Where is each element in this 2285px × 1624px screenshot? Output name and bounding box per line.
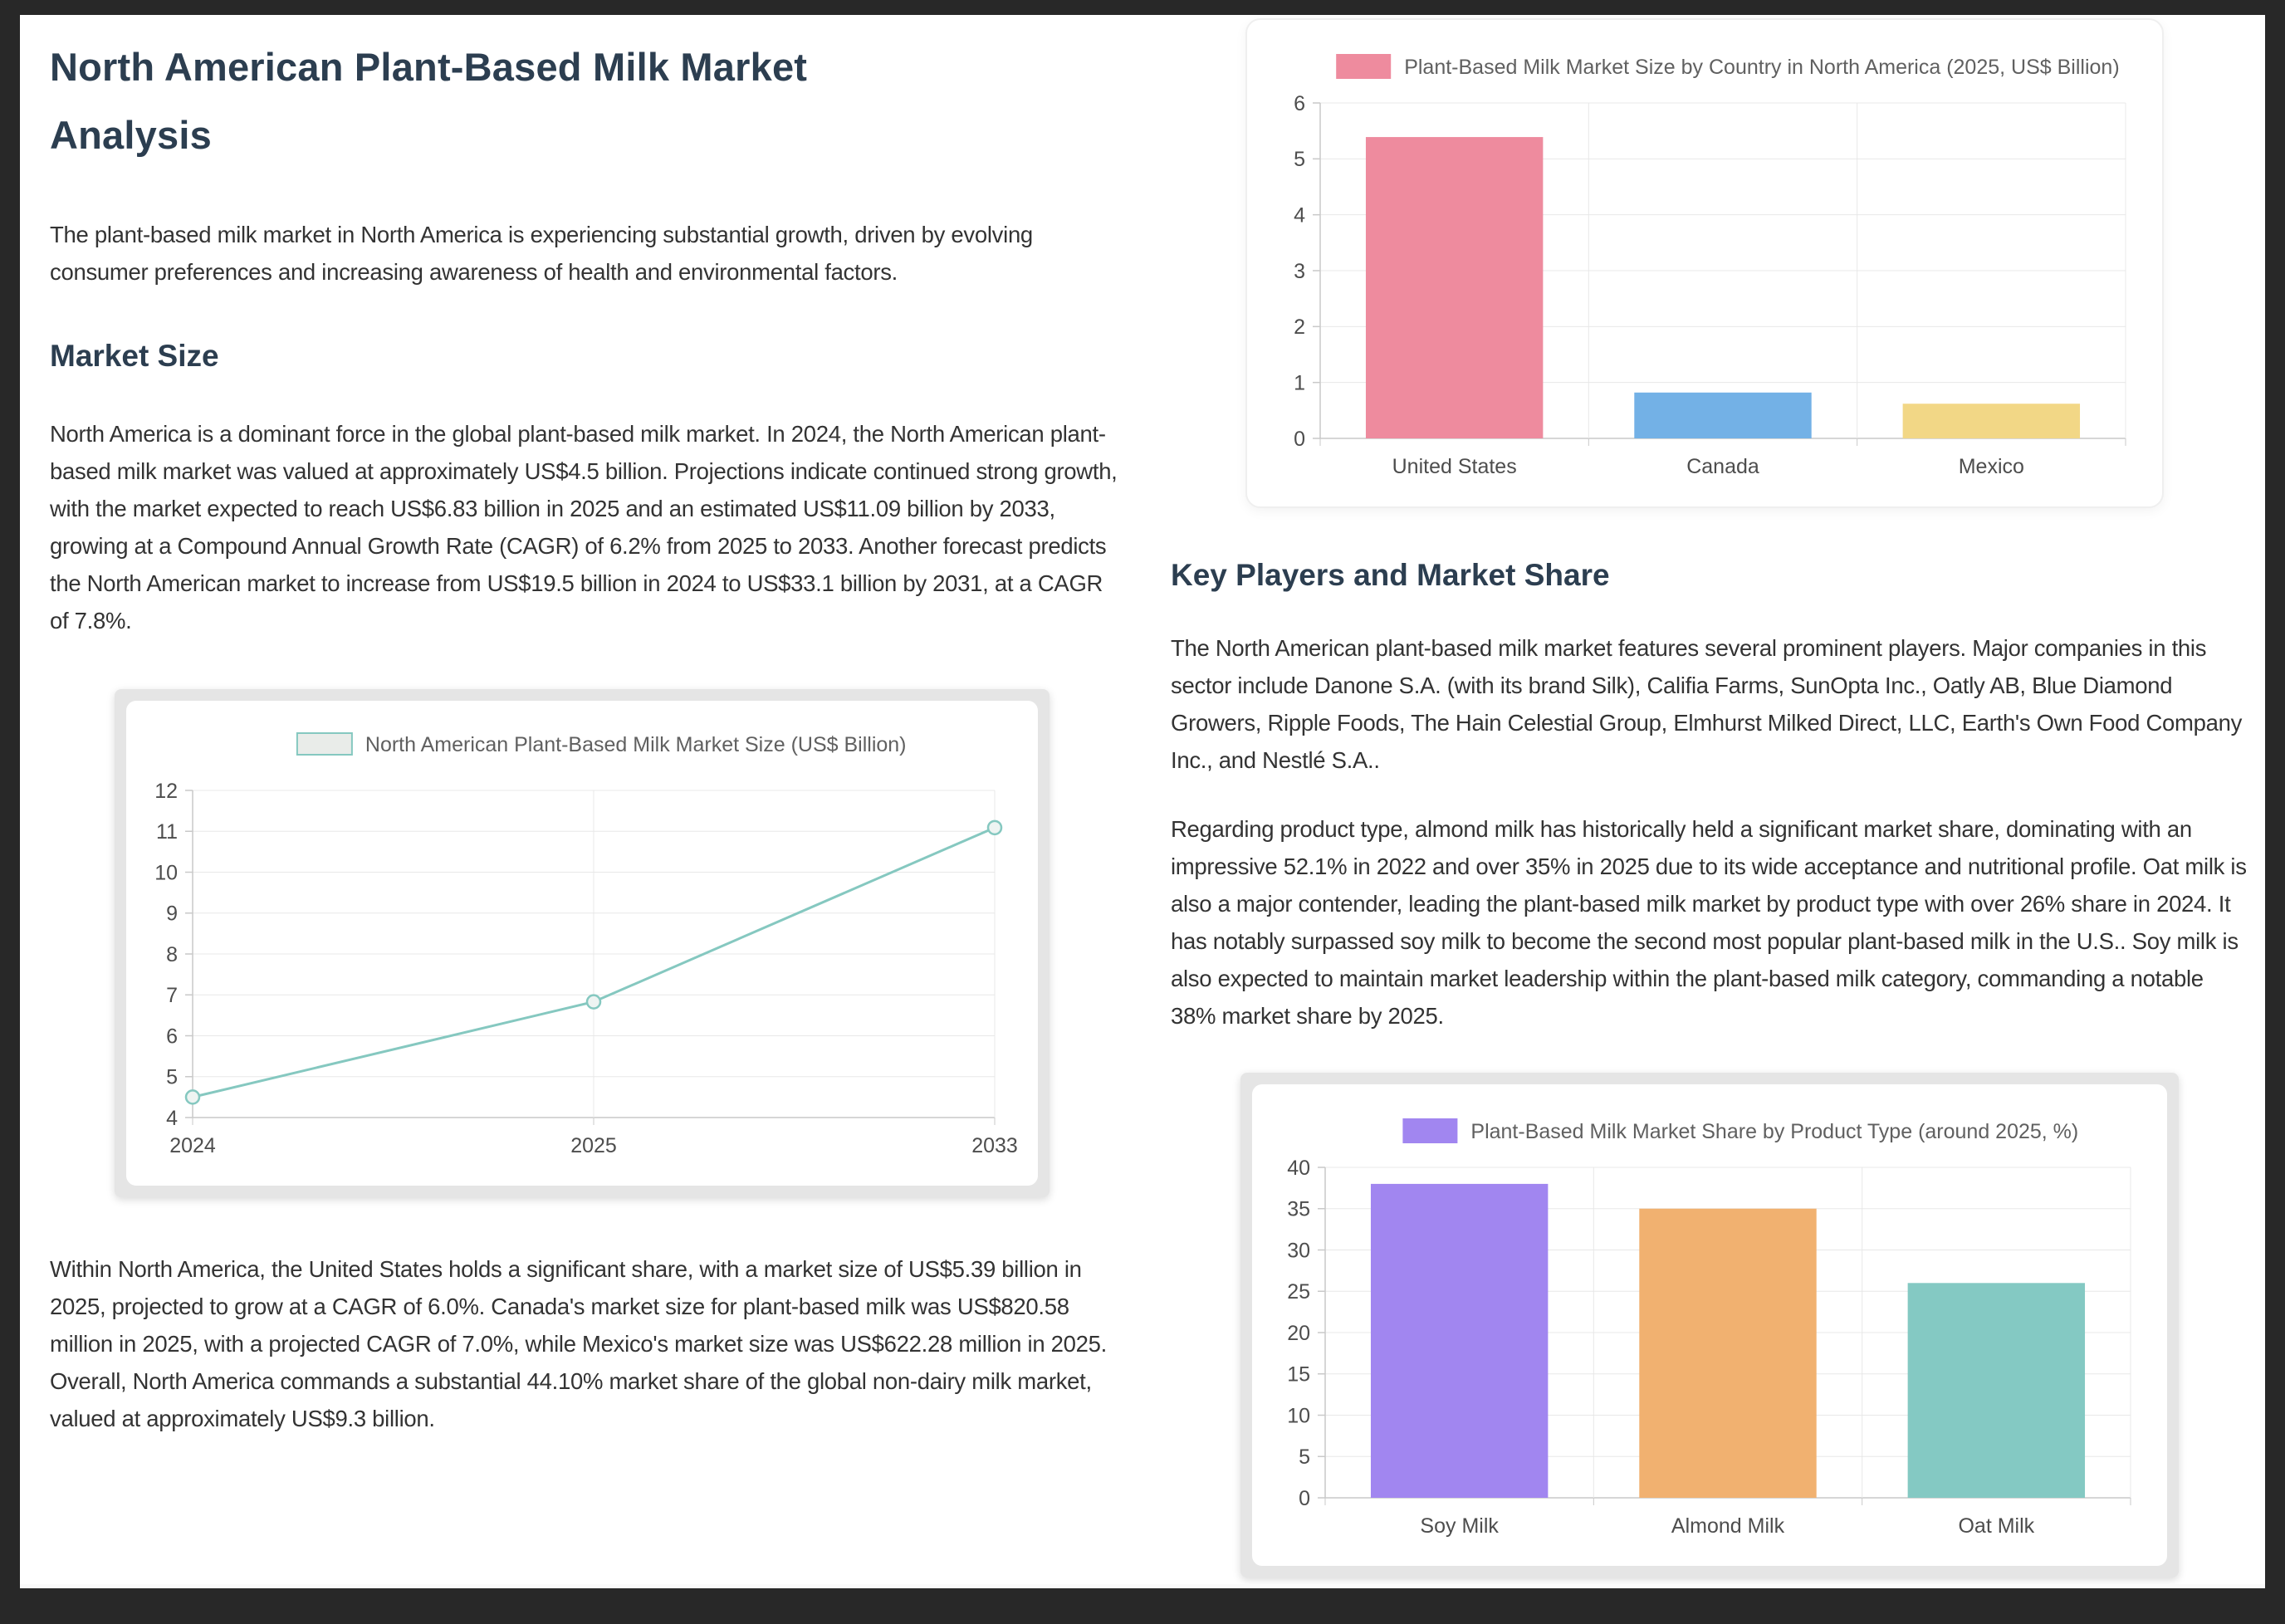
product-share-chart-card: Plant-Based Milk Market Share by Product… bbox=[1240, 1073, 2179, 1578]
y-tick-label: 10 bbox=[154, 861, 178, 884]
marker-2033 bbox=[986, 819, 1003, 836]
x-tick-label: 2025 bbox=[570, 1134, 617, 1157]
y-tick-label: 10 bbox=[1287, 1404, 1310, 1427]
chart-legend: Plant-Based Milk Market Share by Product… bbox=[1402, 1118, 2078, 1143]
y-tick-label: 9 bbox=[166, 902, 178, 926]
right-column: Plant-Based Milk Market Size by Country … bbox=[1171, 15, 2250, 1578]
market-size-line-chart: North American Plant-Based Milk Market S… bbox=[126, 701, 1038, 1186]
y-tick-label: 11 bbox=[156, 820, 178, 844]
y-tick-label: 5 bbox=[166, 1066, 178, 1089]
y-tick-label: 15 bbox=[1287, 1363, 1310, 1387]
key-players-paragraph-1: The North American plant-based milk mark… bbox=[1171, 635, 2243, 773]
y-tick-label: 30 bbox=[1287, 1239, 1310, 1262]
legend-swatch bbox=[1402, 1118, 1458, 1143]
x-tick-label: Soy Milk bbox=[1420, 1514, 1499, 1538]
y-tick-label: 25 bbox=[1287, 1280, 1310, 1304]
country-bar-chart: Plant-Based Milk Market Size by Country … bbox=[1247, 20, 2162, 506]
x-tick-label: United States bbox=[1392, 455, 1517, 478]
product-share-bar-chart: Plant-Based Milk Market Share by Product… bbox=[1252, 1084, 2167, 1566]
line-chart-card: North American Plant-Based Milk Market S… bbox=[115, 689, 1050, 1197]
y-tick-label: 4 bbox=[166, 1107, 178, 1130]
bar-oat-milk bbox=[1907, 1283, 2086, 1498]
legend-label: Plant-Based Milk Market Size by Country … bbox=[1404, 56, 2119, 79]
chart-legend: Plant-Based Milk Market Size by Country … bbox=[1336, 54, 2120, 79]
y-tick-label: 12 bbox=[154, 780, 178, 803]
y-tick-label: 4 bbox=[1294, 203, 1305, 227]
market-size-heading: Market Size bbox=[50, 339, 219, 373]
y-tick-label: 40 bbox=[1287, 1157, 1310, 1180]
marker-2025 bbox=[585, 994, 602, 1010]
y-tick-label: 8 bbox=[166, 943, 178, 966]
y-tick-label: 0 bbox=[1294, 428, 1305, 451]
document-page: North American Plant-Based Milk Market A… bbox=[20, 15, 2265, 1584]
y-tick-label: 0 bbox=[1299, 1487, 1310, 1510]
bar-united-states bbox=[1365, 137, 1544, 438]
y-tick-label: 6 bbox=[1294, 92, 1305, 115]
bar-almond-milk bbox=[1639, 1208, 1817, 1498]
x-tick-label: Canada bbox=[1686, 455, 1759, 478]
left-column: North American Plant-Based Milk Market A… bbox=[50, 15, 1123, 1437]
page-bottom-separator bbox=[20, 1584, 2265, 1588]
page-title: North American Plant-Based Milk Market A… bbox=[50, 45, 808, 157]
legend-label: Plant-Based Milk Market Share by Product… bbox=[1470, 1120, 2078, 1143]
y-tick-label: 35 bbox=[1287, 1198, 1310, 1221]
y-tick-label: 3 bbox=[1294, 260, 1305, 283]
marker-2024 bbox=[184, 1089, 201, 1105]
y-tick-label: 6 bbox=[166, 1025, 178, 1048]
bar-soy-milk bbox=[1370, 1183, 1549, 1498]
country-bar-svg: Plant-Based Milk Market Size by Country … bbox=[1294, 54, 2126, 478]
y-tick-label: 5 bbox=[1299, 1445, 1310, 1469]
x-tick-label: 2033 bbox=[971, 1134, 1018, 1157]
chart-legend: North American Plant-Based Milk Market S… bbox=[296, 732, 907, 756]
y-tick-label: 5 bbox=[1294, 148, 1305, 171]
key-players-paragraph-2: Regarding product type, almond milk has … bbox=[1171, 816, 2247, 1029]
line-chart-card-inner: North American Plant-Based Milk Market S… bbox=[126, 701, 1038, 1186]
x-tick-label: Oat Milk bbox=[1958, 1514, 2034, 1538]
y-tick-label: 1 bbox=[1294, 371, 1305, 394]
key-players-heading: Key Players and Market Share bbox=[1171, 558, 1610, 592]
y-tick-label: 20 bbox=[1287, 1322, 1310, 1345]
market-size-line-svg: North American Plant-Based Milk Market S… bbox=[154, 732, 1018, 1157]
product-share-chart-card-inner: Plant-Based Milk Market Share by Product… bbox=[1252, 1084, 2167, 1566]
legend-swatch bbox=[296, 732, 353, 756]
bar-mexico bbox=[1902, 404, 2081, 438]
product-share-bar-svg: Plant-Based Milk Market Share by Product… bbox=[1287, 1118, 2131, 1538]
x-tick-label: Almond Milk bbox=[1671, 1514, 1785, 1538]
market-size-paragraph-1: North America is a dominant force in the… bbox=[50, 421, 1118, 633]
market-size-paragraph-2: Within North America, the United States … bbox=[50, 1256, 1107, 1431]
intro-paragraph: The plant-based milk market in North Ame… bbox=[50, 222, 1033, 285]
country-bar-chart-card: Plant-Based Milk Market Size by Country … bbox=[1245, 18, 2164, 508]
y-tick-label: 2 bbox=[1294, 316, 1305, 339]
x-tick-label: 2024 bbox=[169, 1134, 216, 1157]
legend-label: North American Plant-Based Milk Market S… bbox=[365, 733, 907, 756]
legend-swatch bbox=[1336, 54, 1392, 79]
y-tick-label: 7 bbox=[166, 984, 178, 1007]
bar-canada bbox=[1634, 392, 1812, 438]
x-tick-label: Mexico bbox=[1959, 455, 2024, 478]
